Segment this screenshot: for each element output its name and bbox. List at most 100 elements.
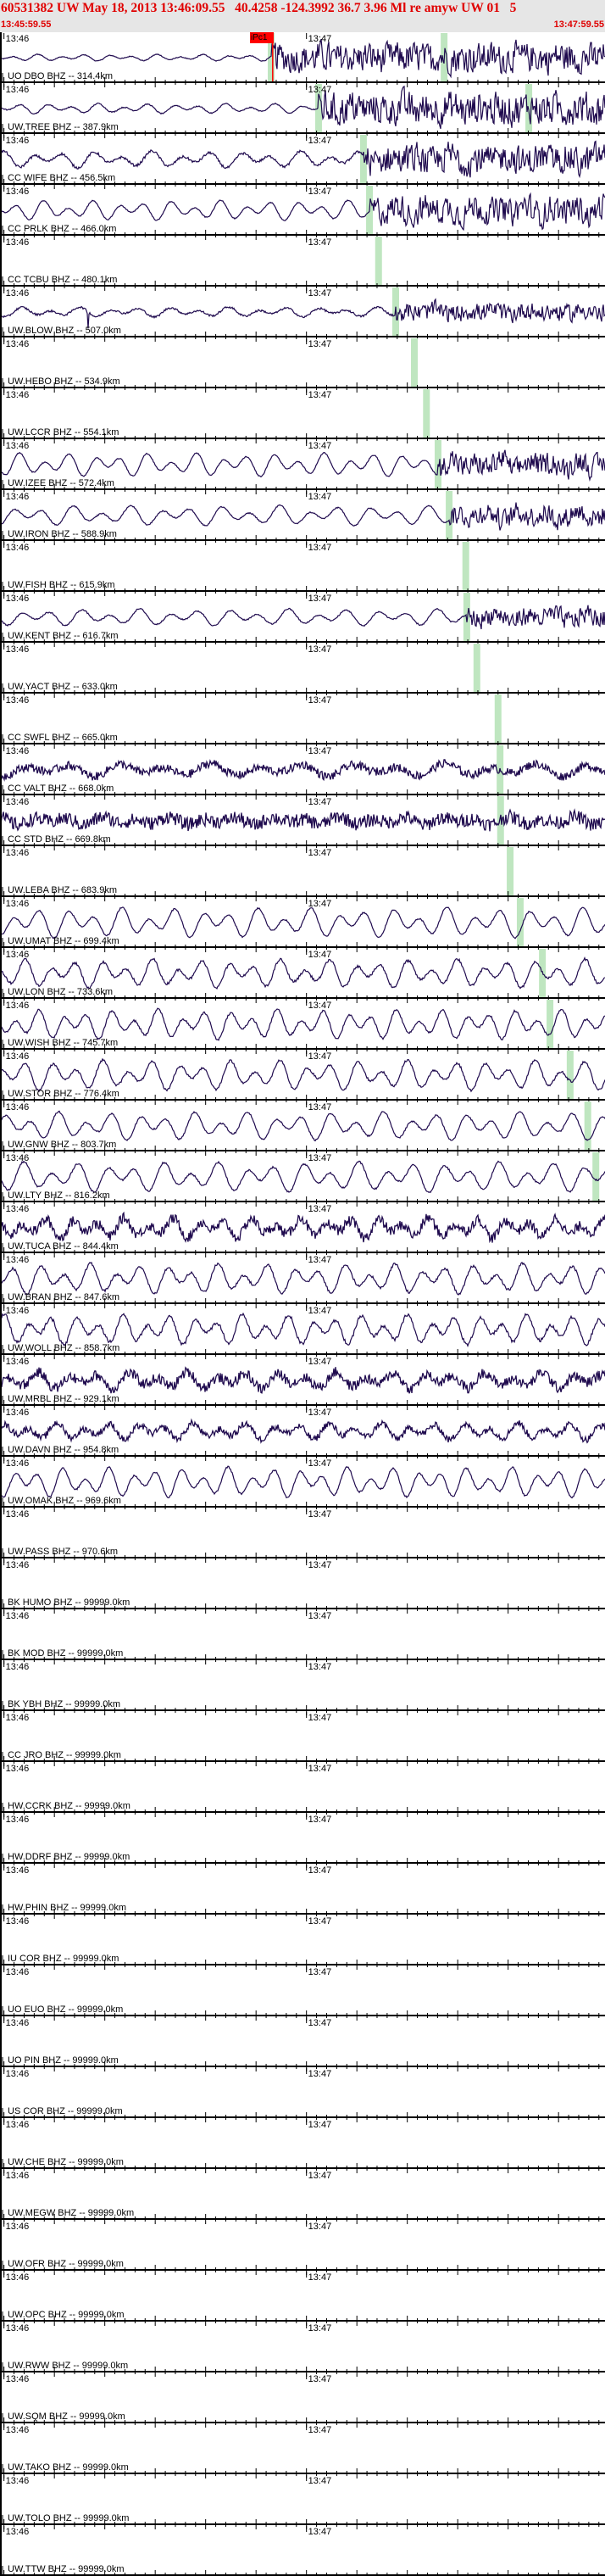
minute-label: 13:46 (5, 1306, 30, 1316)
minute-label: 13:46 (5, 85, 30, 95)
waveform-trace (0, 1418, 605, 1444)
minute-label: 13:46 (5, 1764, 30, 1774)
station-label: UW.LEBA BHZ -- 683.9km (8, 885, 117, 895)
minute-label: 13:47 (308, 2069, 332, 2079)
minute-label: 13:47 (308, 2425, 332, 2435)
station-label: CC WIFE BHZ -- 456.5km (8, 173, 116, 183)
minute-label: 13:46 (5, 746, 30, 756)
minute-label: 13:47 (308, 441, 332, 451)
minute-label: 13:46 (5, 644, 30, 655)
minute-label: 13:46 (5, 1408, 30, 1418)
minute-label: 13:47 (308, 1102, 332, 1112)
station-label: UW.PASS BHZ -- 970.6km (8, 1547, 118, 1557)
minute-label: 13:46 (5, 1458, 30, 1469)
waveform-trace (0, 449, 605, 482)
station-label: UW.GNW BHZ -- 803.7km (8, 1140, 117, 1150)
station-label: BK HUMO BHZ -- 99999.0km (8, 1597, 130, 1608)
station-label: UW.TOLO BHZ -- 99999.0km (8, 2513, 130, 2523)
minute-label: 13:47 (308, 492, 332, 502)
minute-label: 13:46 (5, 1815, 30, 1825)
waveform-trace (0, 605, 605, 630)
predicted-arrival-marker (359, 135, 367, 184)
minute-label: 13:47 (308, 339, 332, 349)
minute-label: 13:47 (308, 1204, 332, 1214)
minute-label: 13:47 (308, 2171, 332, 2181)
station-label: UW.MRBL BHZ -- 929.1km (8, 1394, 119, 1404)
station-label: UW.LCCR BHZ -- 554.1km (8, 427, 119, 438)
minute-label: 13:46 (5, 136, 30, 146)
minute-label: 13:46 (5, 1051, 30, 1062)
minute-label: 13:47 (308, 2476, 332, 2486)
station-label: UW.RWW BHZ -- 99999.0km (8, 2361, 129, 2371)
minute-label: 13:46 (5, 2120, 30, 2130)
minute-label: 13:46 (5, 34, 30, 44)
minute-label: 13:47 (308, 187, 332, 197)
minute-label: 13:46 (5, 288, 30, 298)
station-label: UW.MEGW BHZ -- 99999.0km (8, 2208, 135, 2218)
minute-label: 13:47 (308, 1815, 332, 1825)
minute-label: 13:46 (5, 1204, 30, 1214)
minute-label: 13:47 (308, 1662, 332, 1672)
minute-label: 13:47 (308, 1357, 332, 1367)
station-label: UW.OFR BHZ -- 99999.0km (8, 2259, 124, 2269)
minute-label: 13:46 (5, 2171, 30, 2181)
station-label: CC JRO BHZ -- 99999.0km (8, 1750, 121, 1760)
predicted-arrival-marker (314, 84, 322, 133)
waveform-trace (0, 502, 605, 531)
minute-label: 13:47 (308, 797, 332, 807)
station-label: UW.OPC BHZ -- 99999.0km (8, 2310, 125, 2320)
minute-label: 13:47 (308, 2527, 332, 2537)
station-label: UO DBO BHZ -- 314.4km (8, 71, 114, 81)
minute-label: 13:46 (5, 2527, 30, 2537)
minute-label: 13:46 (5, 492, 30, 502)
minute-label: 13:46 (5, 2272, 30, 2283)
minute-label: 13:46 (5, 1662, 30, 1672)
station-label: CC TCBU BHZ -- 480.1km (8, 275, 118, 285)
station-label: UO PIN BHZ -- 99999.0km (8, 2055, 119, 2066)
minute-label: 13:47 (308, 2120, 332, 2130)
station-label: CC STD BHZ -- 669.8km (8, 834, 111, 845)
minute-label: 13:47 (308, 1560, 332, 1570)
predicted-arrival-marker (473, 644, 480, 693)
waveform-trace (0, 1211, 605, 1244)
station-label: CC PRLK BHZ -- 466.0km (8, 224, 117, 234)
station-label: UW.HEBO BHZ -- 534.9km (8, 376, 120, 387)
minute-label: 13:46 (5, 2374, 30, 2384)
waveform-trace (0, 1007, 605, 1041)
waveform-trace (0, 906, 605, 940)
window-start-time: 13:45:59.55 (1, 20, 52, 30)
minute-label: 13:47 (308, 543, 332, 553)
waveform-trace (0, 1110, 605, 1142)
minute-label: 13:46 (5, 2425, 30, 2435)
station-label: UW.YACT BHZ -- 633.0km (8, 682, 118, 692)
station-label: US COR BHZ -- 99999.0km (8, 2106, 123, 2116)
station-label: UW.TAKO BHZ -- 99999.0km (8, 2462, 129, 2473)
predicted-arrival-marker (411, 338, 419, 388)
station-label: UW.KENT BHZ -- 616.7km (8, 631, 119, 641)
waveform-trace (0, 956, 605, 990)
minute-label: 13:47 (308, 594, 332, 604)
station-label: HW.CCRK BHZ -- 99999.0km (8, 1801, 130, 1811)
minute-label: 13:46 (5, 2222, 30, 2232)
waveform-trace (0, 1465, 605, 1499)
waveform-trace (0, 1366, 605, 1394)
minute-label: 13:46 (5, 950, 30, 960)
station-label: UW.BRAN BHZ -- 847.6km (8, 1292, 120, 1302)
waveform-trace (0, 759, 605, 782)
minute-label: 13:47 (308, 1764, 332, 1774)
waveform-trace (0, 1312, 605, 1348)
minute-label: 13:46 (5, 1255, 30, 1265)
minute-label: 13:47 (308, 1967, 332, 1977)
station-label: UW.IZEE BHZ -- 572.4km (8, 478, 114, 488)
seismogram-panel: iPc1 13:46 13:47 UO DBO BHZ -- 314.4km 13:46… (0, 32, 605, 2576)
minute-label: 13:47 (308, 390, 332, 400)
minute-label: 13:46 (5, 1967, 30, 1977)
predicted-arrival-marker (592, 1152, 600, 1202)
minute-label: 13:46 (5, 1001, 30, 1011)
minute-label: 13:47 (308, 2272, 332, 2283)
minute-label: 13:47 (308, 2374, 332, 2384)
predicted-arrival-marker (507, 847, 514, 896)
station-label: UW.STOR BHZ -- 776.4km (8, 1089, 119, 1099)
predicted-arrival-marker (462, 542, 469, 591)
pick-label[interactable]: iPc1 (250, 32, 274, 43)
